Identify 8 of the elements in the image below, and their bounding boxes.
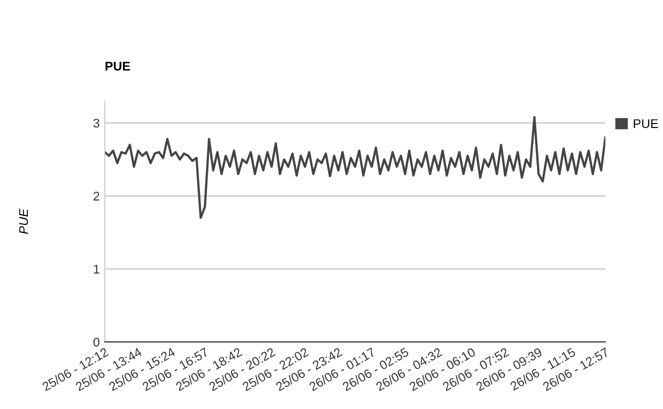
y-tick-label: 1 bbox=[94, 264, 100, 274]
y-tick-label: 3 bbox=[93, 118, 100, 128]
legend-label: PUE bbox=[634, 119, 658, 128]
chart-title: PUE bbox=[106, 62, 130, 71]
y-tick-label: 2 bbox=[94, 192, 100, 200]
line-series bbox=[104, 116, 606, 219]
y-tick-label: 0 bbox=[93, 338, 100, 347]
y-axis-title: PUE bbox=[19, 208, 28, 234]
